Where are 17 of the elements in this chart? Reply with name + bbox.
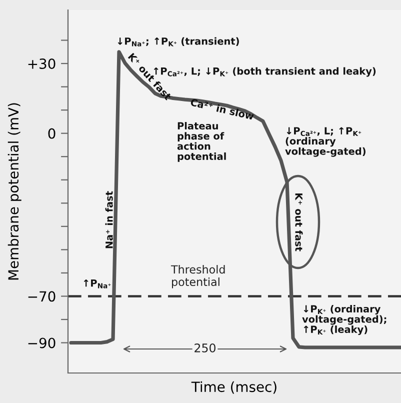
annotation: ↓P$_{K⁺}$ (ordinary voltage-gated); ↑P$_{K⁺}$ (leaky) (302, 305, 386, 335)
y-tick-label: −90 (28, 338, 56, 348)
y-axis-title: Membrane potential (mV) (8, 103, 22, 280)
y-tick-label: −70 (28, 291, 56, 302)
annotation: K⁺ out fast (295, 193, 303, 252)
y-tick-label: 0 (48, 128, 56, 139)
y-tick-label: +30 (28, 58, 56, 69)
annotation: Na⁺ in fast (105, 191, 113, 248)
annotation: Plateau phase of action potential (177, 122, 226, 162)
annotation: ↓P$_{Na⁺}$; ↑P$_{K⁺}$ (transient) (118, 37, 239, 46)
annotation: 250 (194, 343, 216, 352)
text: ↓P$_{Ca²⁺}$, L; ↑P$_{K⁺}$ (ordinary voltage-gated) (285, 127, 366, 157)
ref-line-label: Threshold potential (170, 265, 225, 288)
annotation: ↑P$_{Ca²⁺}$, L; ↓P$_{K⁺}$ (both transient and leaky) (154, 67, 376, 77)
annotation: Ca²⁺ in slow (190, 98, 254, 120)
annotation: ↑P$_{Na⁺}$ (84, 279, 111, 288)
x-axis-title: Time (msec) (191, 381, 276, 394)
